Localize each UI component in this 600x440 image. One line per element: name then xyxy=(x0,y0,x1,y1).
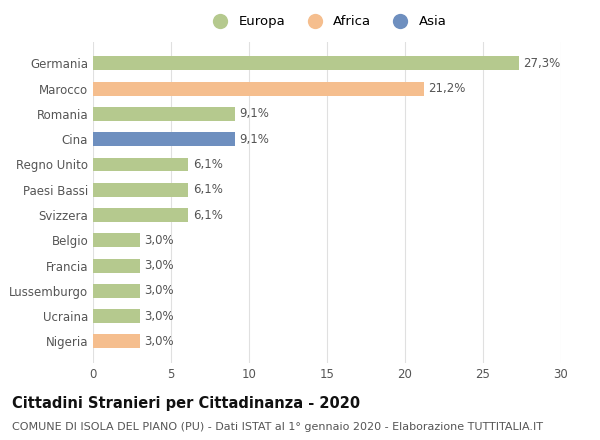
Bar xyxy=(93,259,140,272)
Bar xyxy=(93,158,188,172)
Text: 9,1%: 9,1% xyxy=(239,107,269,121)
Text: 6,1%: 6,1% xyxy=(193,209,223,222)
Text: 6,1%: 6,1% xyxy=(193,183,223,196)
Text: 3,0%: 3,0% xyxy=(145,284,174,297)
Legend: Europa, Africa, Asia: Europa, Africa, Asia xyxy=(202,10,452,33)
Bar xyxy=(93,284,140,298)
Bar xyxy=(93,208,188,222)
Bar xyxy=(93,56,519,70)
Text: COMUNE DI ISOLA DEL PIANO (PU) - Dati ISTAT al 1° gennaio 2020 - Elaborazione TU: COMUNE DI ISOLA DEL PIANO (PU) - Dati IS… xyxy=(12,422,543,433)
Text: 27,3%: 27,3% xyxy=(524,57,561,70)
Bar xyxy=(93,334,140,348)
Bar xyxy=(93,233,140,247)
Bar xyxy=(93,107,235,121)
Bar xyxy=(93,132,235,146)
Text: 9,1%: 9,1% xyxy=(239,133,269,146)
Text: 6,1%: 6,1% xyxy=(193,158,223,171)
Bar xyxy=(93,82,424,95)
Text: 3,0%: 3,0% xyxy=(145,310,174,323)
Text: 3,0%: 3,0% xyxy=(145,335,174,348)
Text: 3,0%: 3,0% xyxy=(145,234,174,247)
Bar xyxy=(93,309,140,323)
Text: 21,2%: 21,2% xyxy=(428,82,466,95)
Text: Cittadini Stranieri per Cittadinanza - 2020: Cittadini Stranieri per Cittadinanza - 2… xyxy=(12,396,360,411)
Text: 3,0%: 3,0% xyxy=(145,259,174,272)
Bar xyxy=(93,183,188,197)
